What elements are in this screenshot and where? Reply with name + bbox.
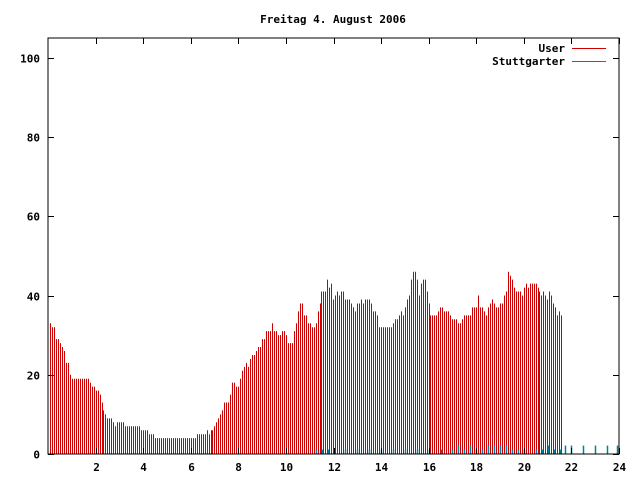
x-tick-label: 16 <box>423 461 437 474</box>
x-tick-label: 2 <box>93 461 100 474</box>
x-tick-label: 18 <box>470 461 483 474</box>
plot-frame <box>47 37 620 455</box>
chart-title: Freitag 4. August 2006 <box>260 13 406 26</box>
x-tick-label: 8 <box>235 461 242 474</box>
y-tick-label: 60 <box>27 211 40 224</box>
y-tick-label: 80 <box>27 132 40 145</box>
x-tick-label: 22 <box>565 461 578 474</box>
legend-label-user: User <box>539 42 566 55</box>
y-tick-label: 100 <box>20 53 40 66</box>
x-tick-label: 12 <box>328 461 341 474</box>
y-tick-label: 20 <box>27 370 40 383</box>
legend-label-stuttgarter: Stuttgarter <box>492 55 565 68</box>
y-axis: 0 20 40 60 80 100 <box>20 53 619 462</box>
y-tick-label: 40 <box>27 291 40 304</box>
x-tick-label: 14 <box>375 461 389 474</box>
legend: User Stuttgarter <box>492 42 606 68</box>
series-user <box>50 271 562 454</box>
x-axis: 2 4 6 8 10 12 14 16 18 20 22 24 <box>93 38 626 474</box>
x-tick-label: 24 <box>613 461 627 474</box>
x-tick-label: 4 <box>140 461 147 474</box>
x-tick-label: 10 <box>280 461 293 474</box>
x-tick-label: 20 <box>518 461 531 474</box>
y-tick-label: 0 <box>33 449 40 462</box>
x-tick-label: 6 <box>188 461 195 474</box>
